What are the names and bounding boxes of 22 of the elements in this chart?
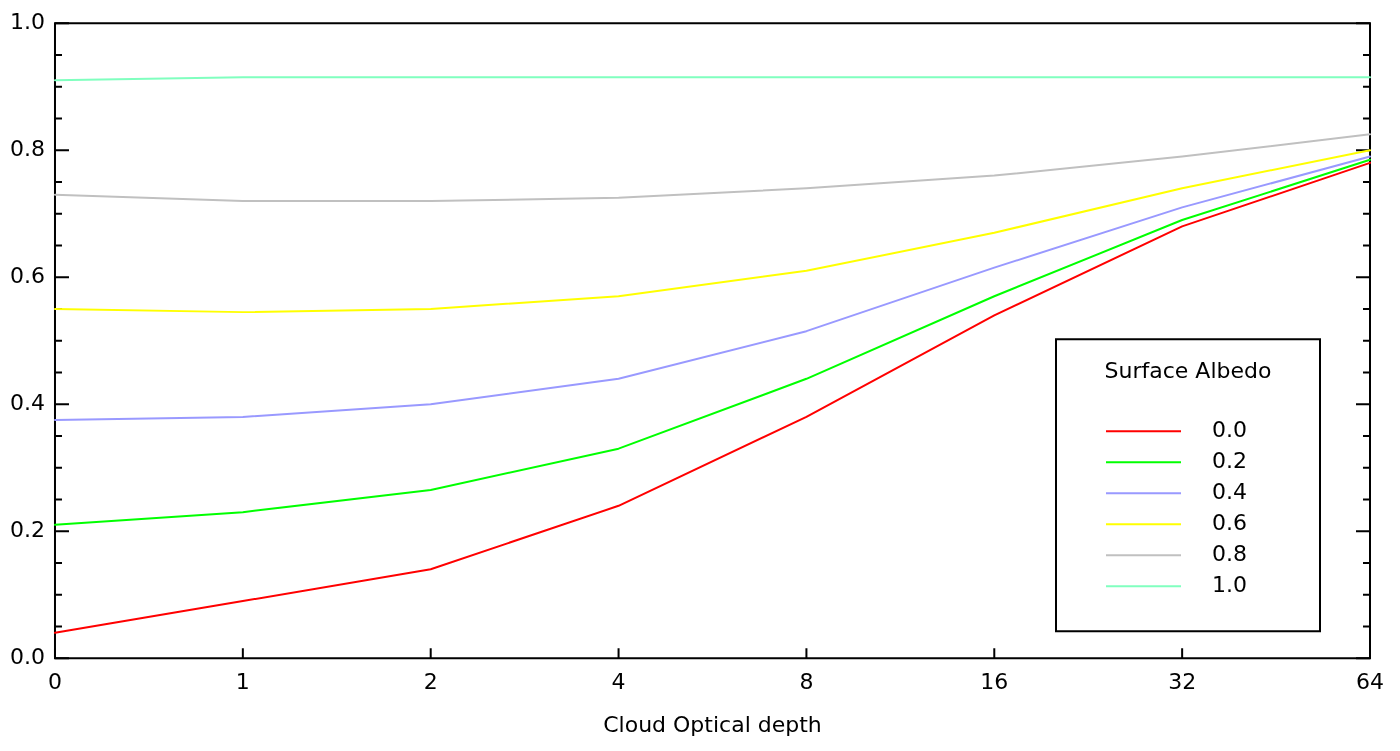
- x-tick-label: 16: [980, 669, 1009, 695]
- y-tick-label: 0.8: [9, 135, 45, 161]
- y-tick-label: 0.6: [9, 262, 45, 288]
- x-tick-label: 64: [1356, 669, 1384, 695]
- x-axis-title: Cloud Optical depth: [603, 711, 822, 737]
- y-tick-label: 0.2: [9, 516, 45, 542]
- y-tick-label: 1.0: [9, 8, 45, 34]
- y-tick-label: 0.4: [9, 389, 45, 415]
- x-tick-label: 2: [423, 669, 438, 695]
- x-tick-label: 32: [1168, 669, 1197, 695]
- y-tick-label: 0.0: [9, 643, 45, 669]
- legend-label: 0.8: [1212, 540, 1247, 566]
- x-tick-label: 4: [611, 669, 626, 695]
- legend-label: 0.0: [1212, 416, 1247, 442]
- x-tick-label: 0: [47, 669, 62, 695]
- x-tick-label: 8: [799, 669, 814, 695]
- legend-label: 0.6: [1212, 509, 1247, 535]
- legend-label: 1.0: [1212, 571, 1247, 597]
- legend-title: Surface Albedo: [1104, 357, 1272, 383]
- legend-label: 0.2: [1212, 447, 1247, 473]
- legend-label: 0.4: [1212, 478, 1247, 504]
- x-tick-label: 1: [235, 669, 250, 695]
